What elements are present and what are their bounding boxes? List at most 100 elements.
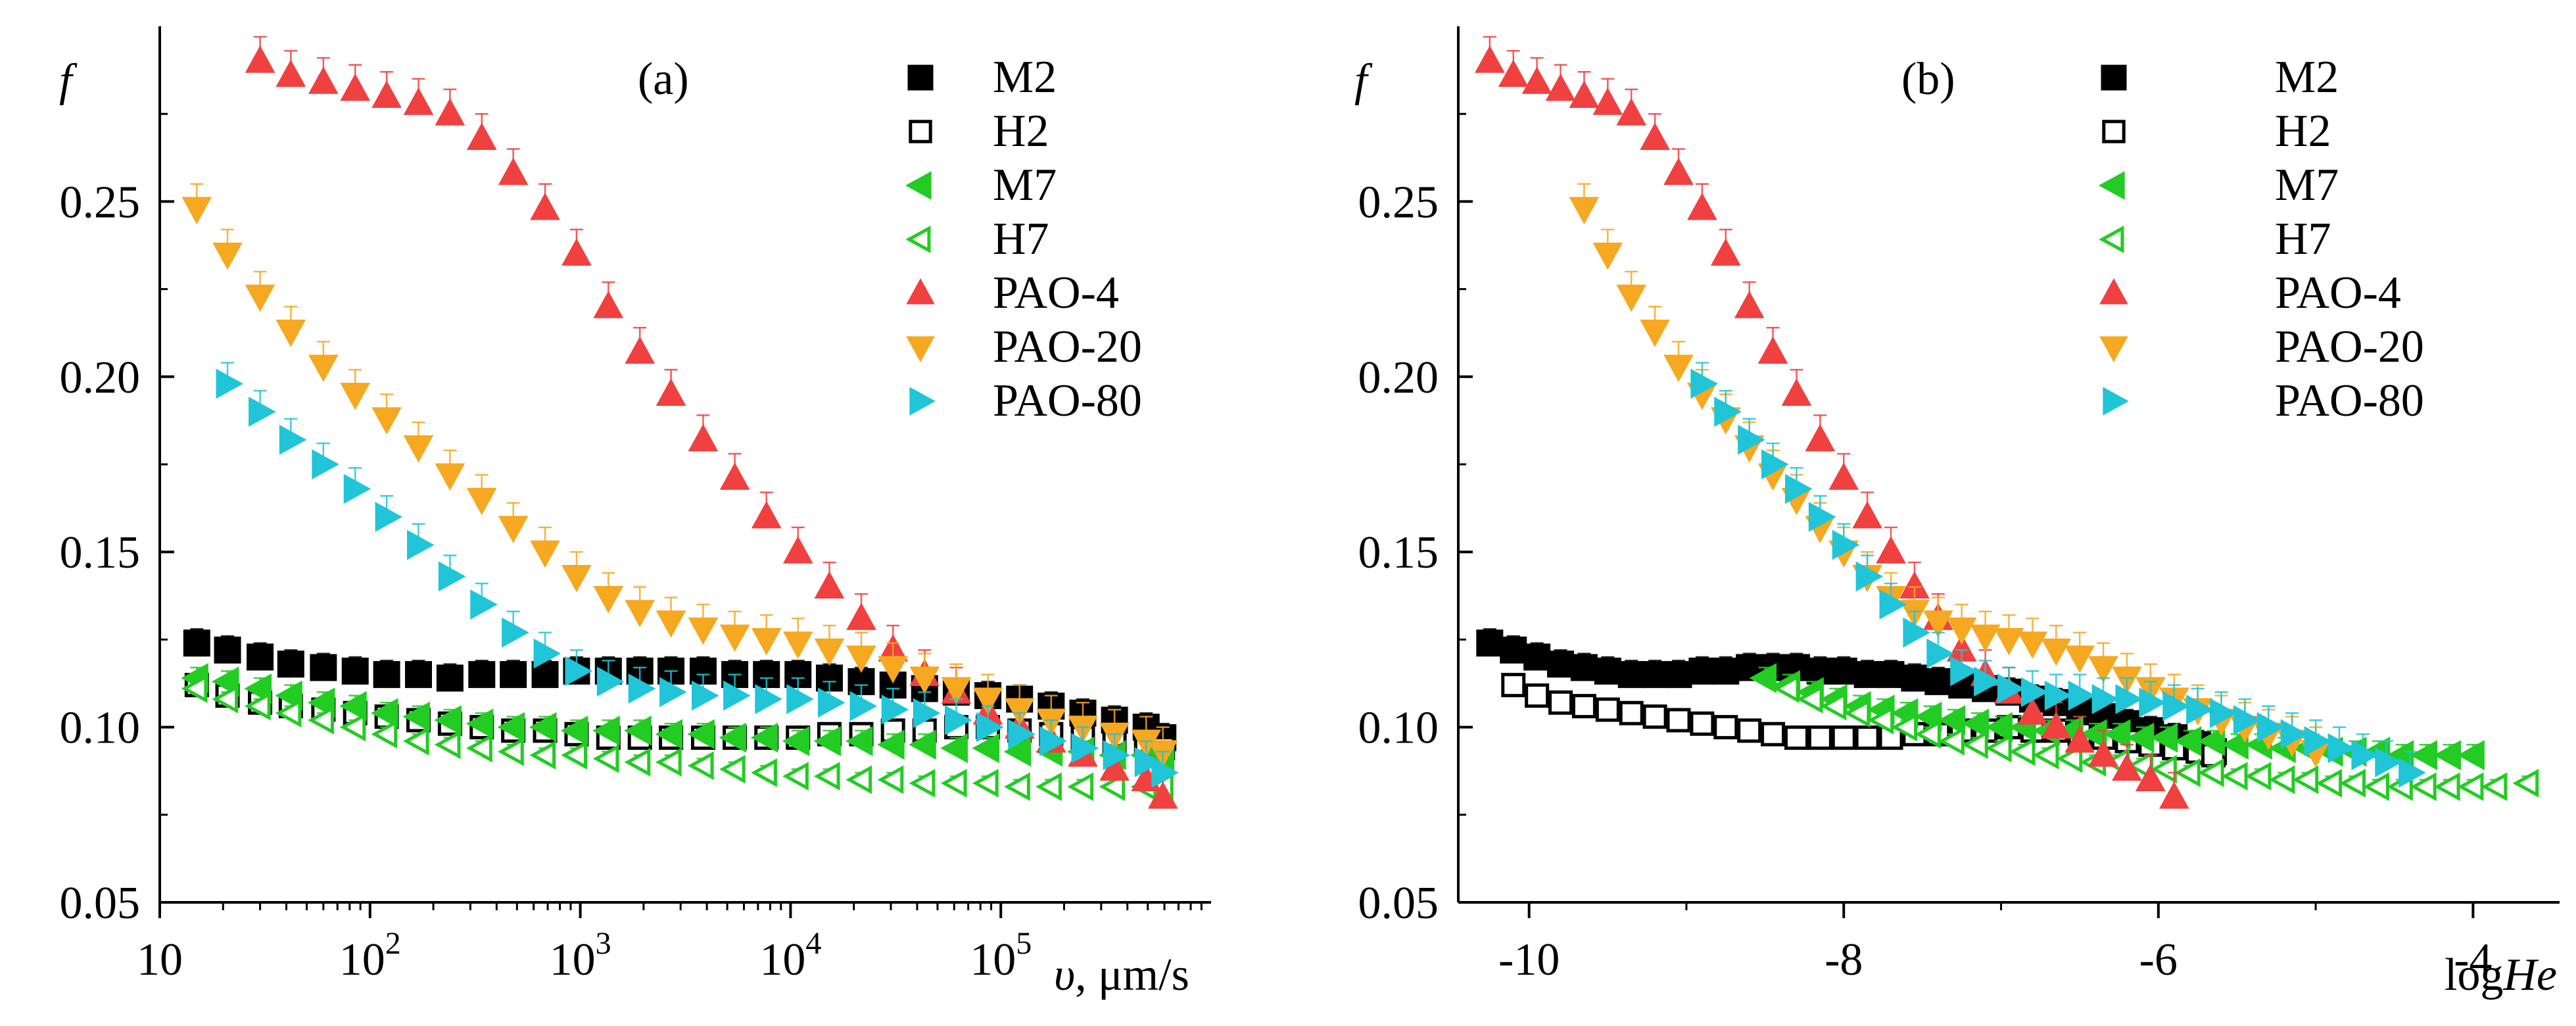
data-point bbox=[2044, 680, 2072, 711]
data-point bbox=[1784, 725, 1809, 750]
panel-label: (b) bbox=[1901, 54, 1955, 105]
data-point bbox=[404, 661, 432, 689]
data-point bbox=[181, 197, 212, 225]
data-point bbox=[1547, 650, 1575, 678]
y-tick-label: 0.10 bbox=[1358, 703, 1439, 754]
series-pao-80 bbox=[1690, 362, 2426, 788]
data-point bbox=[1922, 610, 1953, 638]
data-point bbox=[2363, 772, 2389, 802]
data-point bbox=[1036, 772, 1062, 802]
data-point bbox=[1961, 708, 1990, 739]
data-point bbox=[2088, 739, 2118, 767]
data-point bbox=[592, 716, 620, 746]
data-point bbox=[2174, 758, 2201, 787]
data-point bbox=[279, 424, 307, 455]
x-tick-label: -8 bbox=[1825, 935, 1863, 985]
data-point bbox=[1714, 397, 1742, 427]
data-point bbox=[2009, 737, 2036, 766]
data-point bbox=[814, 638, 845, 666]
data-point bbox=[655, 748, 682, 777]
data-point bbox=[1749, 663, 1777, 693]
data-point bbox=[1828, 462, 1859, 490]
data-point bbox=[275, 320, 306, 347]
data-point bbox=[403, 435, 434, 463]
x-tick-label: 105 bbox=[970, 926, 1032, 985]
data-point bbox=[2221, 762, 2248, 791]
data-point bbox=[878, 656, 909, 684]
data-point bbox=[1103, 740, 1131, 771]
data-point bbox=[1855, 561, 1884, 592]
data-point bbox=[755, 684, 782, 714]
data-point bbox=[1737, 718, 1762, 743]
data-point bbox=[339, 691, 367, 721]
data-point bbox=[2481, 772, 2508, 802]
data-point bbox=[753, 661, 780, 689]
legend-label: H7 bbox=[2275, 214, 2331, 264]
data-point bbox=[470, 589, 498, 620]
data-point bbox=[275, 59, 306, 87]
legend-marker bbox=[2103, 387, 2129, 416]
legend-label: PAO-20 bbox=[993, 322, 1142, 372]
data-point bbox=[691, 680, 719, 711]
data-point bbox=[1475, 45, 1505, 73]
data-point bbox=[913, 698, 941, 729]
data-point bbox=[435, 98, 465, 126]
data-point bbox=[308, 706, 334, 735]
data-point bbox=[846, 602, 876, 630]
data-point bbox=[2375, 747, 2402, 777]
data-point bbox=[782, 536, 813, 564]
data-point bbox=[375, 502, 403, 532]
data-point bbox=[2457, 772, 2484, 802]
data-point bbox=[529, 712, 557, 743]
data-point bbox=[565, 656, 592, 687]
data-point bbox=[1808, 502, 1836, 532]
y-axis-label: f bbox=[59, 55, 78, 106]
data-point bbox=[1805, 424, 1836, 452]
data-point bbox=[2245, 762, 2272, 791]
data-point bbox=[1712, 657, 1740, 685]
data-point bbox=[849, 691, 878, 721]
data-point bbox=[275, 698, 302, 728]
legend-marker bbox=[2099, 278, 2128, 305]
data-point bbox=[1099, 772, 1126, 802]
legend-marker bbox=[907, 64, 934, 91]
series-h7 bbox=[1773, 674, 2539, 802]
legend-label: M2 bbox=[993, 52, 1057, 103]
data-point bbox=[1796, 685, 1823, 714]
y-tick-label: 0.20 bbox=[60, 353, 141, 403]
data-point bbox=[1134, 747, 1162, 777]
data-point bbox=[2032, 741, 2059, 770]
data-point bbox=[371, 407, 402, 435]
x-tick-base: 10 bbox=[339, 935, 385, 985]
data-point bbox=[2041, 711, 2072, 739]
x-tick-label: 103 bbox=[550, 926, 611, 985]
data-point bbox=[782, 631, 813, 659]
data-point bbox=[2351, 740, 2379, 771]
data-point bbox=[529, 741, 556, 770]
x-tick-base: 10 bbox=[550, 935, 596, 985]
data-point bbox=[625, 336, 656, 364]
data-point bbox=[628, 673, 656, 704]
data-point bbox=[1946, 617, 1977, 645]
data-point bbox=[406, 529, 435, 560]
data-point bbox=[2112, 753, 2142, 781]
data-point bbox=[249, 397, 276, 427]
legend-label: H2 bbox=[2275, 106, 2331, 157]
data-point bbox=[1595, 697, 1620, 722]
x-tick-exponent: 2 bbox=[385, 926, 401, 961]
data-point bbox=[1525, 683, 1550, 708]
data-point bbox=[881, 695, 909, 725]
data-point bbox=[2186, 695, 2214, 725]
data-point bbox=[1498, 59, 1529, 87]
data-point bbox=[2088, 656, 2118, 684]
data-point bbox=[817, 687, 846, 718]
data-point bbox=[1008, 719, 1036, 750]
panel-label: (a) bbox=[638, 54, 689, 105]
data-point bbox=[1003, 737, 1032, 767]
data-point bbox=[1640, 122, 1670, 150]
data-point bbox=[2339, 769, 2366, 798]
data-point bbox=[596, 666, 625, 697]
data-point bbox=[1879, 589, 1907, 620]
data-point bbox=[1147, 781, 1178, 809]
